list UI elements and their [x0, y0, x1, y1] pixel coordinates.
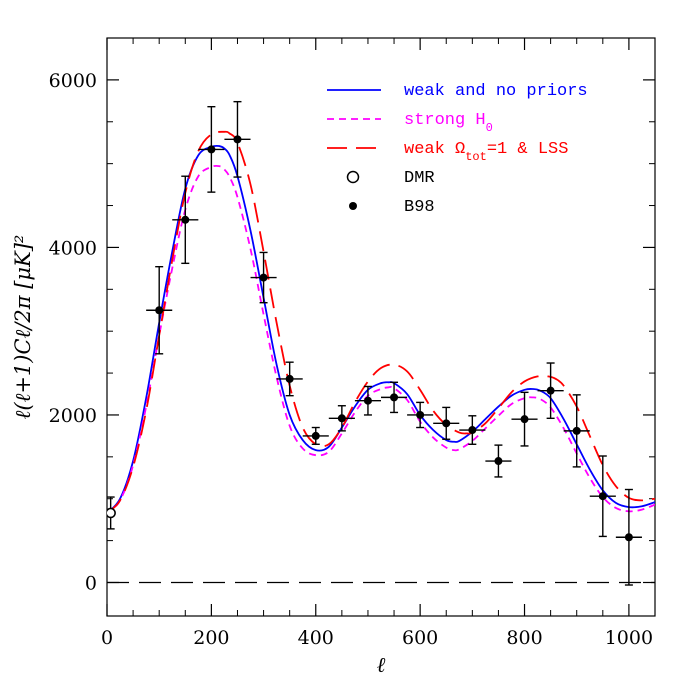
filled-circle-marker [311, 431, 320, 440]
b98-point [615, 488, 642, 586]
series-weak-no-priors-line [107, 144, 655, 514]
b98-point [589, 455, 616, 538]
legend-label-text: strong H [404, 111, 486, 130]
dmr-point [107, 496, 116, 530]
b98-point [276, 361, 303, 397]
minor-ticks [107, 37, 655, 616]
x-tick-label: 800 [506, 627, 542, 649]
legend-filled-circle [349, 202, 357, 210]
filled-circle-marker [442, 419, 451, 428]
legend-open-circle [346, 170, 360, 184]
filled-circle-marker [468, 426, 477, 435]
filled-circle-marker [546, 386, 555, 395]
y-tick-label: 6000 [49, 70, 97, 92]
filled-circle-marker [416, 410, 425, 419]
tick-labels: 0 200 400 600 800 1000 0 2000 4000 6000 [49, 70, 653, 649]
b98-point [563, 394, 590, 468]
b98-point [302, 426, 329, 445]
legend-label-text: DMR [404, 169, 435, 188]
filled-circle-marker [572, 426, 581, 435]
legend-label-suffix: =1 & LSS [487, 140, 569, 159]
filled-circle-marker [363, 396, 372, 405]
legend-item: strong H0 [327, 111, 493, 135]
plot-area [107, 100, 655, 586]
b98-point [381, 381, 408, 414]
filled-circle-marker [259, 273, 268, 282]
x-tick-label: 600 [402, 627, 438, 649]
plot-frame [106, 37, 656, 617]
x-tick-label: 0 [101, 627, 113, 649]
b98-point [485, 444, 512, 478]
filled-circle-marker [624, 533, 633, 542]
legend-label-subscript: tot [465, 150, 487, 164]
b98-point [250, 251, 277, 304]
filled-circle-marker [494, 457, 503, 466]
b98-point [511, 391, 538, 447]
legend-label: weak and no priors [404, 82, 588, 101]
b98-point [328, 405, 355, 432]
filled-circle-marker [181, 215, 190, 224]
legend-item: B98 [349, 198, 435, 217]
series-strong-h0-line [107, 164, 655, 515]
b98-point [198, 105, 225, 193]
filled-circle-marker [207, 145, 216, 154]
b98-point [459, 415, 486, 445]
b98-point [146, 265, 173, 355]
x-tick-label: 400 [298, 627, 334, 649]
series-weak-omega-lss-line [107, 130, 655, 514]
legend-item: weak and no priors [327, 82, 588, 101]
b98-point [433, 406, 460, 440]
filled-circle-marker [598, 492, 607, 501]
y-tick-label: 4000 [49, 237, 97, 259]
x-tick-label: 1000 [605, 627, 653, 649]
legend-item: weak Ωtot=1 & LSS [327, 140, 568, 164]
b98-point [172, 175, 199, 265]
y-tick-label: 2000 [49, 405, 97, 427]
major-ticks [106, 38, 655, 616]
filled-circle-marker [337, 414, 346, 423]
legend-label: weak Ωtot=1 & LSS [404, 140, 568, 164]
legend-item: DMR [346, 169, 435, 188]
filled-circle-marker [155, 306, 164, 315]
x-axis-title: ℓ [377, 653, 386, 677]
legend-label-text: weak and no priors [404, 82, 588, 101]
b98-point [224, 100, 251, 178]
b98-point [407, 401, 434, 429]
b98-point [537, 362, 564, 420]
filled-circle-marker [233, 135, 242, 144]
filled-circle-marker [390, 393, 399, 402]
legend-label: strong H0 [404, 111, 493, 135]
filled-circle-marker [520, 415, 529, 424]
legend-label: B98 [404, 198, 435, 217]
b98-point [354, 385, 381, 416]
y-axis-title: ℓ(ℓ+1)Cℓ/2π [μK]² [11, 235, 35, 420]
x-tick-label: 200 [193, 627, 229, 649]
legend-label-text: weak Ω [404, 140, 465, 159]
y-tick-label: 0 [85, 572, 97, 594]
open-circle-marker [107, 507, 116, 519]
filled-circle-marker [285, 374, 294, 383]
legend-label-text: B98 [404, 198, 435, 217]
legend-label-subscript: 0 [486, 121, 493, 135]
legend-label: DMR [404, 169, 435, 188]
legend: weak and no priors strong H0 weak Ωtot=1 &… [327, 82, 588, 217]
